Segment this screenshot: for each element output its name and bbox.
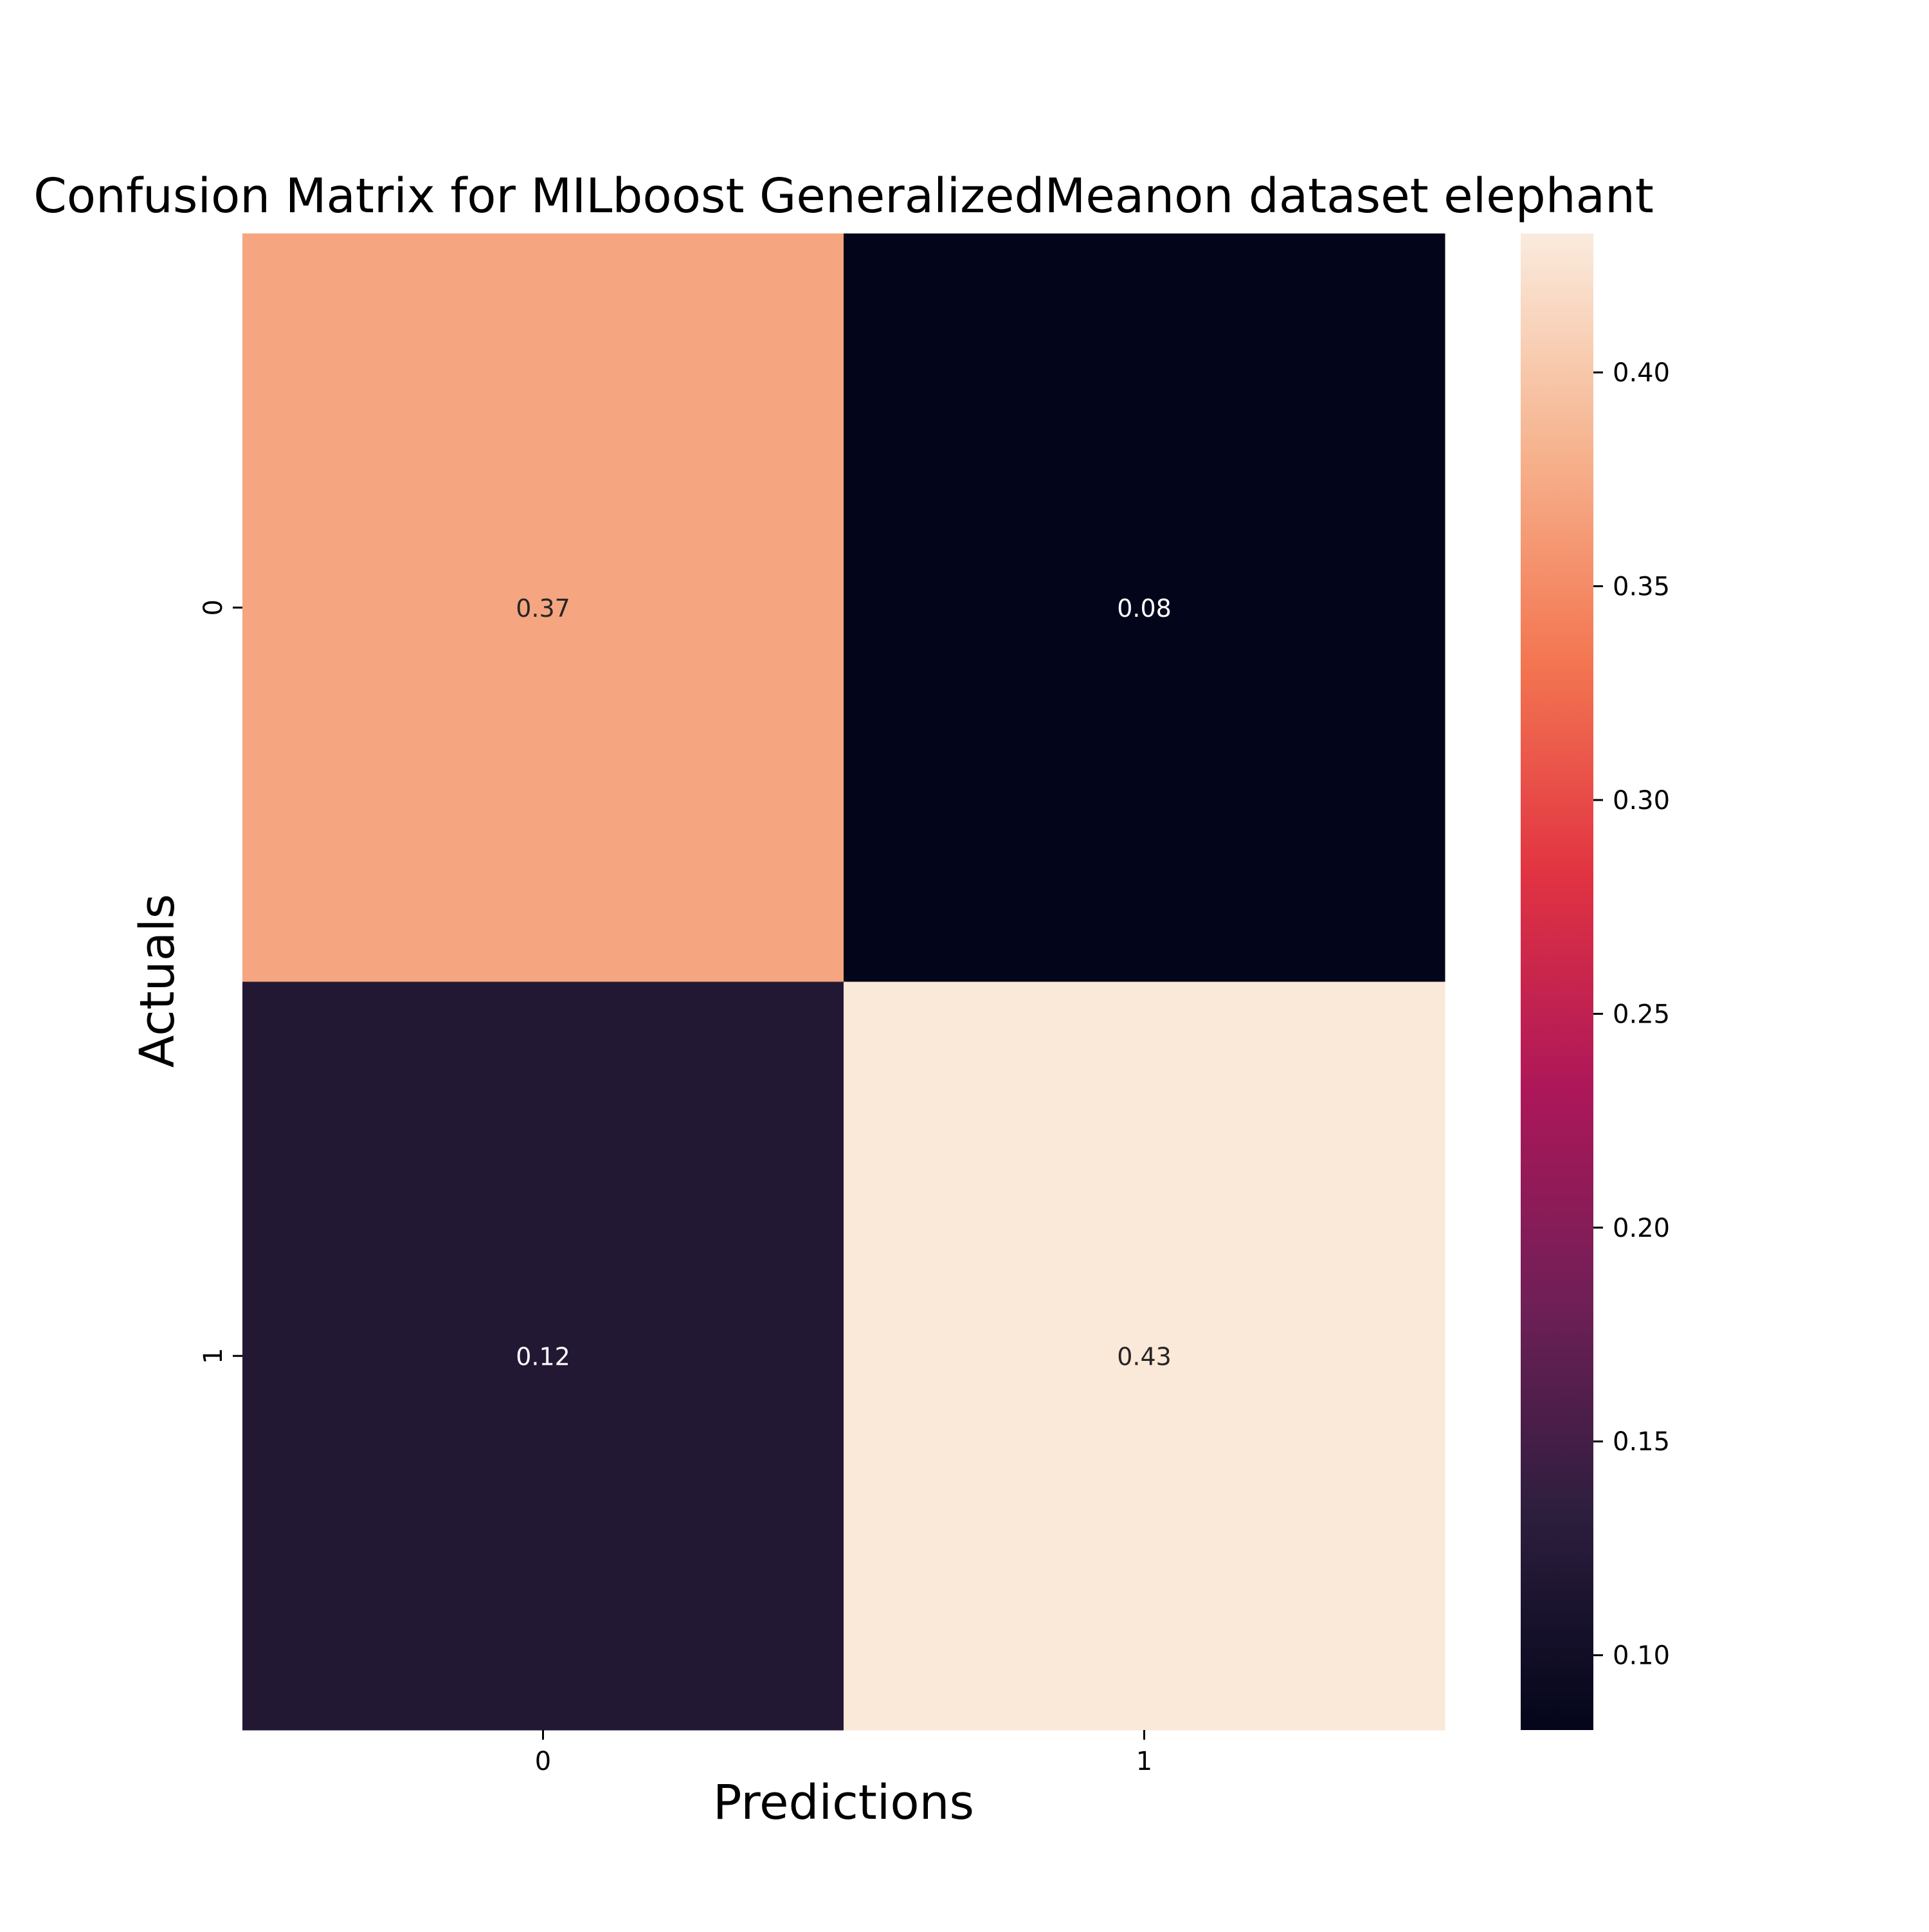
cell-label-0-1: 0.08 xyxy=(1117,594,1172,623)
y-tick-label-0: 0 xyxy=(199,599,228,615)
y-tick-label-1: 1 xyxy=(199,1348,228,1364)
colorbar-tick-label-6: 0.40 xyxy=(1613,358,1670,388)
heatmap-cell-1-1 xyxy=(844,981,1445,1731)
heatmap-cell-0-0 xyxy=(242,233,844,982)
x-tick-label-0: 0 xyxy=(535,1747,551,1776)
colorbar-tick-label-4: 0.30 xyxy=(1613,786,1670,816)
heatmap-cell-1-0 xyxy=(242,981,844,1731)
colorbar-gradient xyxy=(1521,233,1593,1730)
chart-title: Confusion Matrix for MILboost Generalize… xyxy=(33,169,1654,224)
cell-label-1-1: 0.43 xyxy=(1117,1342,1172,1371)
x-axis-label: Predictions xyxy=(713,1775,974,1830)
heatmap-cell-labels: 0.37 0.08 0.12 0.43 xyxy=(516,594,1172,1371)
y-axis-label: Actuals xyxy=(130,894,185,1068)
cell-label-0-0: 0.37 xyxy=(516,594,570,623)
colorbar-ticks: 0.10 0.15 0.20 0.25 0.30 0.35 0.40 xyxy=(1593,358,1670,1671)
colorbar-tick-label-2: 0.20 xyxy=(1613,1214,1670,1243)
colorbar-tick-label-0: 0.10 xyxy=(1613,1641,1670,1671)
heatmap-cell-0-1 xyxy=(844,233,1445,982)
y-axis: 01 xyxy=(199,599,242,1364)
cell-label-1-0: 0.12 xyxy=(516,1342,570,1371)
colorbar-tick-label-1: 0.15 xyxy=(1613,1427,1670,1457)
colorbar-tick-label-3: 0.25 xyxy=(1613,999,1670,1029)
colorbar-tick-label-5: 0.35 xyxy=(1613,572,1670,602)
x-tick-label-1: 1 xyxy=(1136,1747,1152,1776)
heatmap-cells xyxy=(242,233,1445,1731)
colorbar: 0.10 0.15 0.20 0.25 0.30 0.35 0.40 xyxy=(1521,233,1670,1730)
